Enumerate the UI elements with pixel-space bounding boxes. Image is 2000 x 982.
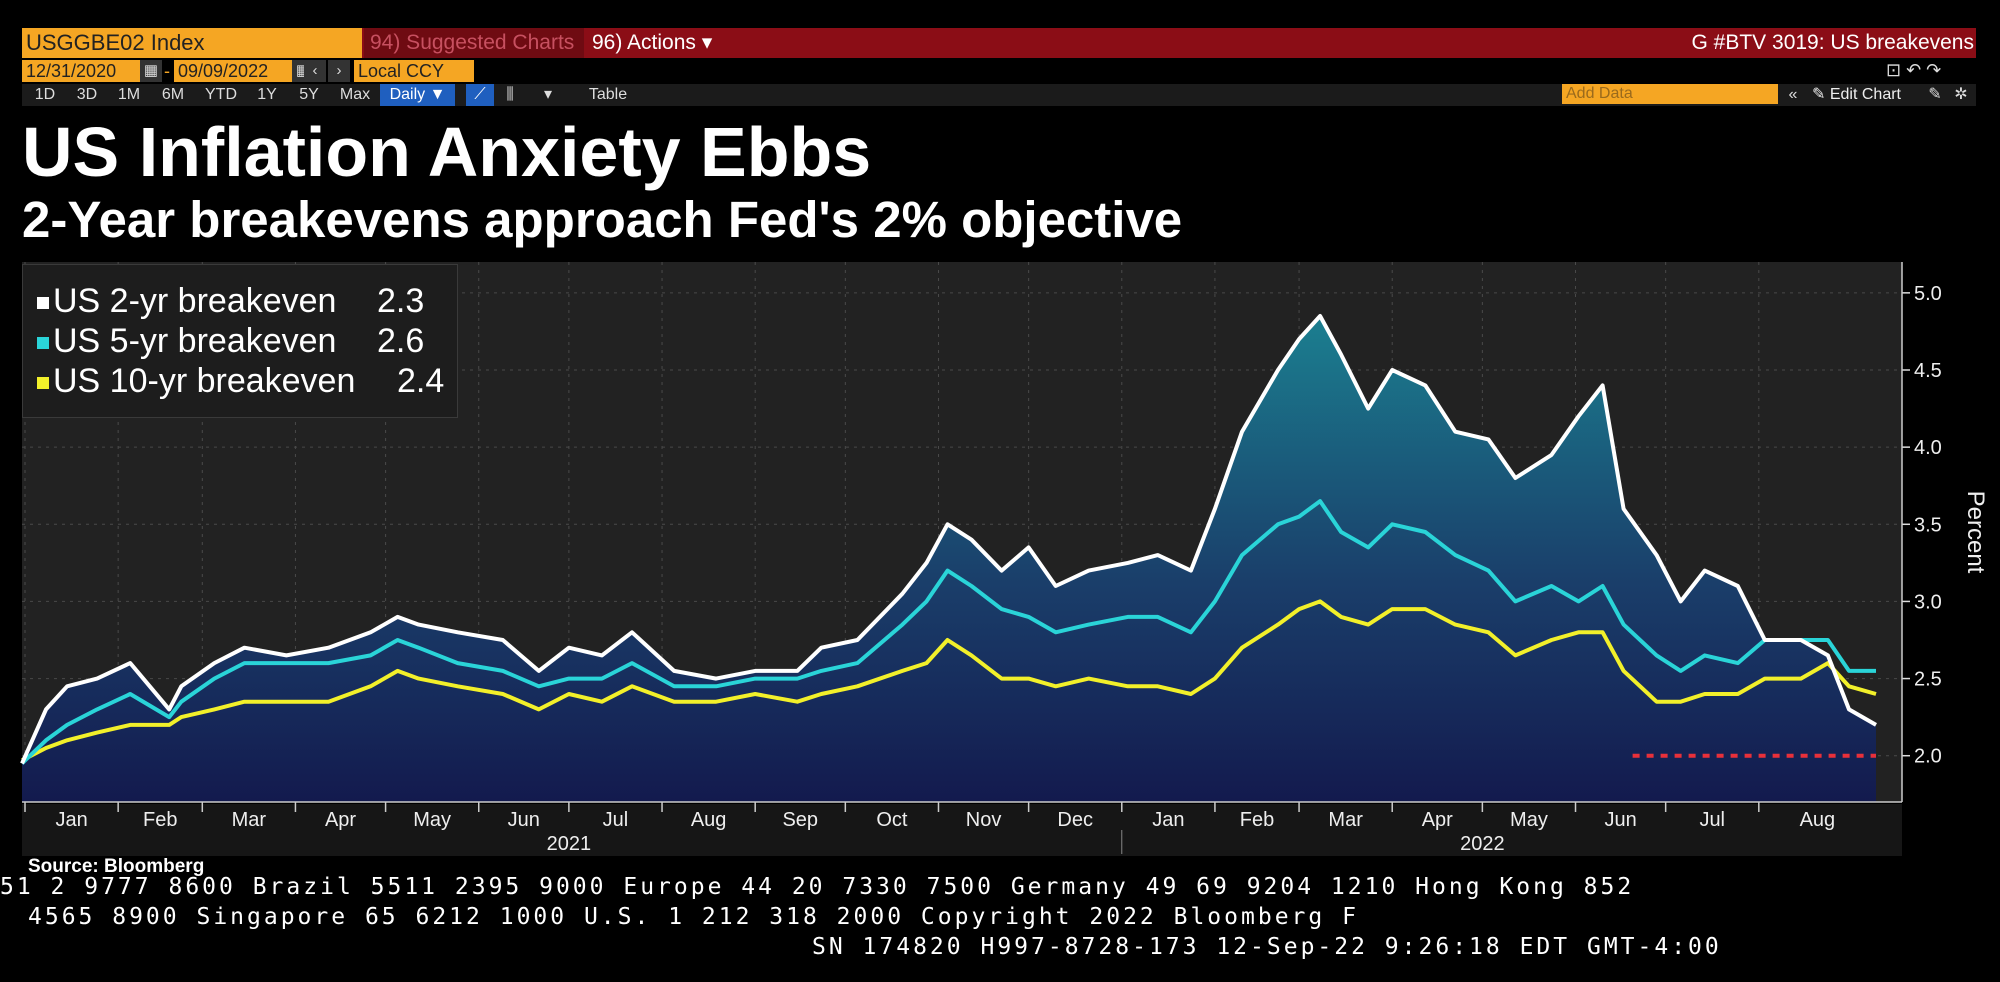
series-area-fill: [22, 316, 1876, 802]
x-axis: Jan Feb Mar Apr May Jun Jul Aug Sep Oct Nov Dec Jan F…: [22, 801, 1902, 856]
range-ytd[interactable]: YTD: [205, 86, 237, 103]
x-year-label: 2022: [1460, 833, 1505, 855]
edit-chart-button[interactable]: ✎ Edit Chart: [1812, 84, 1901, 106]
range-bar: [22, 84, 1976, 106]
area-fill-layer: [22, 316, 1876, 802]
legend-swatch-10yr: [37, 377, 49, 390]
legend-value-5yr: 2.6: [377, 322, 425, 360]
range-max[interactable]: Max: [339, 86, 371, 103]
range-5y[interactable]: 5Y: [299, 86, 319, 103]
x-tick-label: Jan: [1152, 809, 1184, 831]
suggested-charts-button[interactable]: 94) Suggested Charts: [364, 28, 584, 58]
chart-subtitle: 2-Year breakevens approach Fed's 2% obje…: [22, 191, 1183, 248]
ticker-field[interactable]: USGGBE02 Index: [22, 28, 362, 58]
x-tick-label: Dec: [1057, 809, 1093, 831]
legend-label-5yr: US 5-yr breakeven: [53, 322, 337, 360]
chart-code-title: G #BTV 3019: US breakevens: [1691, 31, 1975, 54]
legend-value-2yr: 2.3: [377, 282, 425, 320]
edit-icon[interactable]: ✎: [1928, 86, 1942, 103]
x-year-label: 2021: [547, 833, 592, 855]
pencil-icon: ✎: [1812, 86, 1830, 103]
series-line-5yr: [20, 499, 1876, 765]
table-button[interactable]: Table: [588, 86, 628, 103]
y-tick-label: 3.5: [1914, 514, 1942, 536]
x-tick-label: Mar: [1328, 809, 1363, 831]
legend: US 2-yr breakeven 2.3 US 5-yr breakeven …: [22, 264, 458, 418]
x-tick-label: Aug: [691, 809, 727, 831]
legend-item-10yr: US 10-yr breakeven 2.4: [37, 361, 444, 401]
prev-arrow-icon[interactable]: ‹: [304, 60, 326, 82]
y-tick-label: 3.0: [1914, 591, 1942, 613]
range-1m[interactable]: 1M: [117, 86, 141, 103]
legend-item-2yr: US 2-yr breakeven 2.3: [37, 281, 424, 321]
x-tick-label: Apr: [325, 809, 356, 831]
x-tick-label: Mar: [232, 809, 267, 831]
y-tick-label: 5.0: [1914, 283, 1942, 305]
x-tick-label: Jun: [508, 809, 540, 831]
y-tick-label: 2.5: [1914, 669, 1942, 691]
breakeven-chart: 2.0 2.5 3.0 3.5 4.0 4.5 5.0 Percent Jan Feb Mar Ap…: [20, 262, 1989, 856]
next-arrow-icon[interactable]: ›: [328, 60, 350, 82]
x-tick-label: Oct: [876, 809, 908, 831]
dropdown-icon[interactable]: ▾: [543, 86, 553, 103]
legend-swatch-5yr: [37, 337, 49, 350]
currency-select[interactable]: Local CCY: [354, 60, 474, 82]
y-tick-label: 4.0: [1914, 437, 1942, 459]
legend-item-5yr: US 5-yr breakeven 2.6: [37, 321, 424, 361]
x-tick-label: May: [1510, 809, 1548, 831]
legend-value-10yr: 2.4: [397, 362, 445, 400]
line-chart-icon[interactable]: ⟋: [466, 84, 494, 106]
source-note: Source: Bloomberg: [28, 856, 205, 877]
y-tick-label: 2.0: [1914, 746, 1942, 768]
legend-label-2yr: US 2-yr breakeven: [53, 282, 337, 320]
collapse-icon[interactable]: «: [1788, 86, 1798, 103]
x-tick-label: Nov: [966, 809, 1002, 831]
frequency-select[interactable]: Daily ▼: [380, 84, 455, 106]
actions-menu[interactable]: 96) Actions ▾: [592, 31, 713, 54]
x-tick-label: May: [413, 809, 451, 831]
start-date-field[interactable]: 12/31/2020: [22, 60, 140, 82]
x-tick-label: Apr: [1422, 809, 1453, 831]
y-axis: 2.0 2.5 3.0 3.5 4.0 4.5 5.0 Percent: [1901, 262, 1989, 802]
edit-chart-label: Edit Chart: [1829, 86, 1901, 103]
gear-icon[interactable]: ✲: [1954, 86, 1968, 103]
range-1d[interactable]: 1D: [34, 86, 56, 103]
session-line: SN 174820 H997-8728-173 12-Sep-22 9:26:1…: [812, 934, 1722, 960]
y-tick-label: 4.5: [1914, 360, 1942, 382]
end-date-field[interactable]: 09/09/2022: [174, 60, 292, 82]
x-tick-label: Sep: [782, 809, 818, 831]
legend-label-10yr: US 10-yr breakeven: [53, 362, 356, 400]
range-3d[interactable]: 3D: [76, 86, 98, 103]
calendar-icon[interactable]: ▦: [140, 60, 162, 82]
contact-line-1: 51 2 9777 8600 Brazil 5511 2395 9000 Eur…: [0, 874, 1635, 900]
add-data-input[interactable]: Add Data: [1562, 84, 1778, 104]
x-tick-label: Jun: [1604, 809, 1636, 831]
x-axis-band: [22, 804, 1902, 856]
chart-title: US Inflation Anxiety Ebbs: [22, 113, 872, 191]
range-1y[interactable]: 1Y: [257, 86, 277, 103]
series-line-2yr: [20, 314, 1877, 765]
legend-swatch-2yr: [37, 297, 49, 310]
window-icons[interactable]: ⊡ ↶ ↷: [1886, 60, 1942, 80]
x-tick-label: Jan: [55, 809, 87, 831]
x-tick-label: Feb: [143, 809, 177, 831]
series-line-10yr: [21, 599, 1877, 763]
contact-line-2: 4565 8900 Singapore 65 6212 1000 U.S. 1 …: [28, 904, 1359, 930]
x-tick-label: Feb: [1240, 809, 1274, 831]
x-tick-label: Jul: [603, 809, 629, 831]
series-lines: [20, 314, 1877, 765]
range-6m[interactable]: 6M: [161, 86, 185, 103]
date-separator: -: [164, 61, 170, 81]
y-axis-title: Percent: [1962, 491, 1989, 574]
x-tick-label: Aug: [1800, 809, 1836, 831]
bar-chart-icon[interactable]: ⫼: [506, 86, 514, 103]
x-tick-label: Jul: [1699, 809, 1725, 831]
